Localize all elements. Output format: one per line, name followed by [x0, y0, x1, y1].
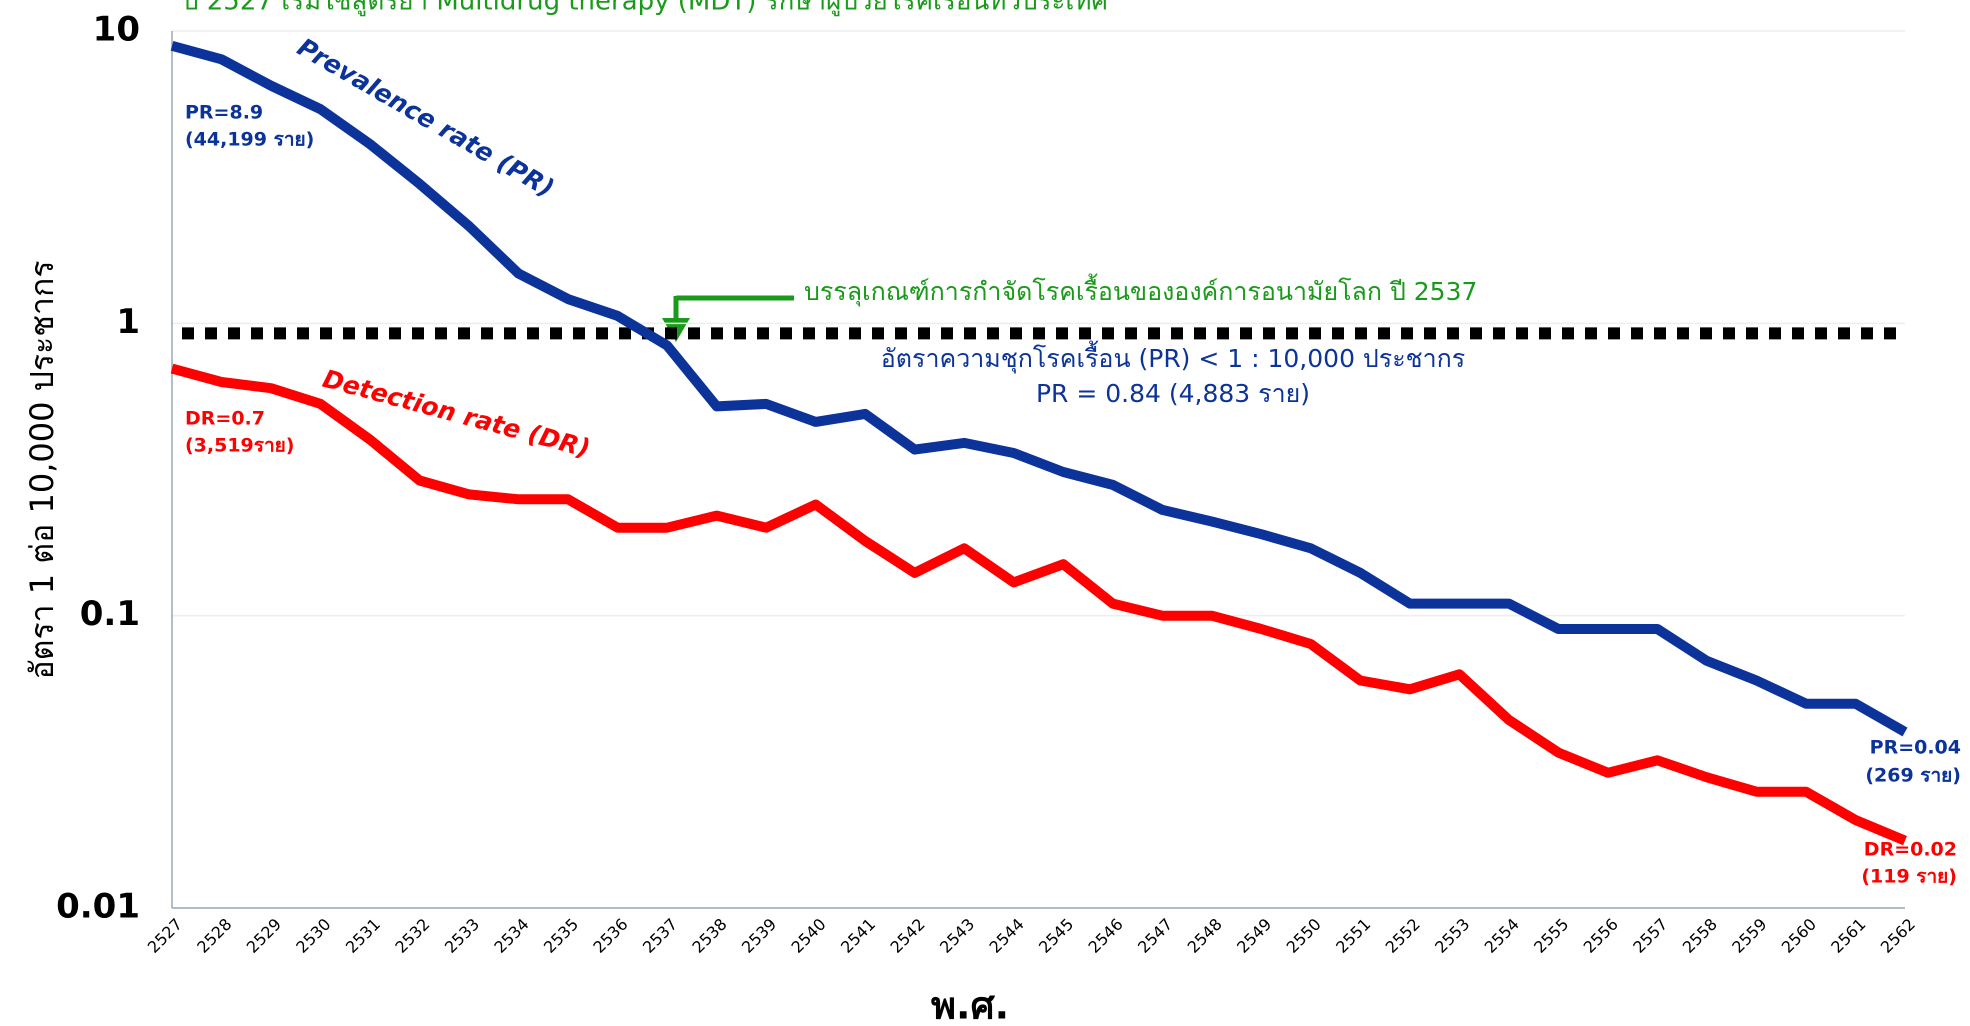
x-tick-label: 2543: [936, 915, 978, 957]
y-axis-label: อัตรา 1 ต่อ 10,000 ประชากร: [23, 260, 61, 679]
x-tick-label: 2549: [1233, 915, 1275, 957]
x-tick-label: 2553: [1431, 915, 1473, 957]
y-tick-label: 1: [116, 302, 140, 342]
x-tick-label: 2540: [787, 915, 829, 957]
x-tick-label: 2532: [391, 915, 433, 957]
annotation: DR=0.7: [185, 408, 265, 430]
x-tick-label: 2551: [1332, 915, 1374, 957]
x-axis-label: พ.ศ.: [931, 984, 1009, 1026]
x-tick-label: 2534: [490, 915, 532, 957]
x-tick-label: 2561: [1827, 915, 1869, 957]
annotation: (44,199 ราย): [185, 129, 314, 151]
x-tick-label: 2560: [1778, 915, 1820, 957]
chart-title: ปี 2527 เริ่มใช้สูตรยา Multidrug therapy…: [181, 0, 1108, 17]
x-tick-label: 2536: [589, 915, 631, 957]
x-tick-label: 2545: [1035, 915, 1077, 957]
data-line: [170, 363, 1907, 846]
annotation: DR=0.02: [1864, 839, 1957, 861]
x-tick-label: 2531: [342, 915, 384, 957]
annotation: อัตราความชุกโรคเรื้อน (PR) < 1 : 10,000 …: [881, 340, 1465, 374]
x-tick-label: 2546: [1085, 915, 1127, 957]
x-tick-label: 2535: [540, 915, 582, 957]
x-tick-label: 2559: [1728, 915, 1770, 957]
x-tick-label: 2533: [441, 915, 483, 957]
x-tick-label: 2557: [1629, 915, 1671, 957]
annotation: (119 ราย): [1861, 866, 1957, 888]
x-tick-label: 2541: [837, 915, 879, 957]
x-tick-label: 2530: [292, 915, 334, 957]
x-tick-label: 2537: [639, 915, 681, 957]
x-tick-label: 2550: [1283, 915, 1325, 957]
x-tick-label: 2538: [688, 915, 730, 957]
x-tick-label: 2555: [1530, 915, 1572, 957]
y-tick-label: 0.01: [56, 887, 140, 927]
x-tick-label: 2539: [738, 915, 780, 957]
x-tick-label: 2547: [1134, 915, 1176, 957]
x-tick-label: 2529: [243, 915, 285, 957]
x-tick-label: 2558: [1679, 915, 1721, 957]
annotation: PR = 0.84 (4,883 ราย): [1036, 379, 1310, 408]
annotation: บรรลุเกณฑ์การกำจัดโรคเรื้อนขององค์การอนา…: [804, 273, 1477, 307]
x-tick-label: 2548: [1184, 915, 1226, 957]
x-tick-label: 2528: [193, 915, 235, 957]
x-tick-label: 2554: [1481, 915, 1523, 957]
x-tick-label: 2527: [144, 915, 186, 957]
annotation: PR=0.04: [1870, 737, 1961, 759]
x-tick-label: 2542: [886, 915, 928, 957]
x-tick-label: 2544: [986, 915, 1028, 957]
annotation: (269 ราย): [1865, 765, 1961, 787]
annotation: PR=8.9: [185, 102, 263, 124]
x-tick-label: 2552: [1382, 915, 1424, 957]
x-tick-label: 2556: [1580, 915, 1622, 957]
data-line: [170, 40, 1908, 737]
x-tick-label: 2562: [1877, 915, 1919, 957]
annotation: (3,519ราย): [185, 435, 294, 457]
y-tick-label: 10: [93, 10, 140, 50]
y-tick-label: 0.1: [80, 594, 140, 634]
series-label: Detection rate (DR): [320, 364, 593, 463]
